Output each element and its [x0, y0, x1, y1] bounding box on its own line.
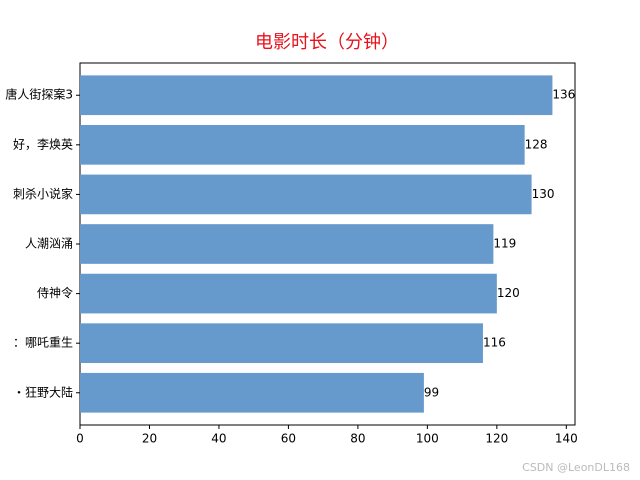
x-tick-label: 120: [485, 432, 508, 446]
x-tick-label: 80: [350, 432, 365, 446]
x-tick-label: 60: [281, 432, 296, 446]
x-tick-label: 20: [142, 432, 157, 446]
x-tick-label: 100: [416, 432, 439, 446]
bar: [80, 224, 494, 264]
x-tick-label: 40: [211, 432, 226, 446]
value-label: 128: [525, 137, 548, 151]
bar: [80, 372, 424, 413]
value-label: 120: [497, 286, 520, 300]
x-tick-label: 0: [76, 432, 84, 446]
y-tick-label: 唐人街探案3: [5, 87, 73, 102]
watermark: CSDN @LeonDL168: [522, 461, 630, 474]
y-tick-label: 好，李焕英: [13, 136, 73, 151]
value-label: 99: [424, 385, 439, 399]
y-tick-label: ：哪吒重生: [13, 336, 73, 350]
value-label: 119: [493, 237, 516, 251]
bar: [80, 75, 553, 116]
bar: [80, 124, 525, 165]
bar: [80, 174, 532, 215]
y-tick-label: 人潮汹涌: [25, 236, 73, 251]
value-label: 116: [483, 336, 506, 350]
y-tick-label: ・狂野大陆: [13, 384, 73, 399]
bar: [80, 323, 483, 364]
value-label: 136: [552, 88, 575, 102]
bar: [80, 273, 497, 314]
chart-title: 电影时长（分钟）: [255, 32, 399, 53]
value-label: 130: [532, 187, 555, 201]
y-tick-label: 刺杀小说家: [13, 186, 73, 201]
y-tick-label: 侍神令: [37, 285, 73, 300]
x-tick-label: 140: [555, 432, 578, 446]
